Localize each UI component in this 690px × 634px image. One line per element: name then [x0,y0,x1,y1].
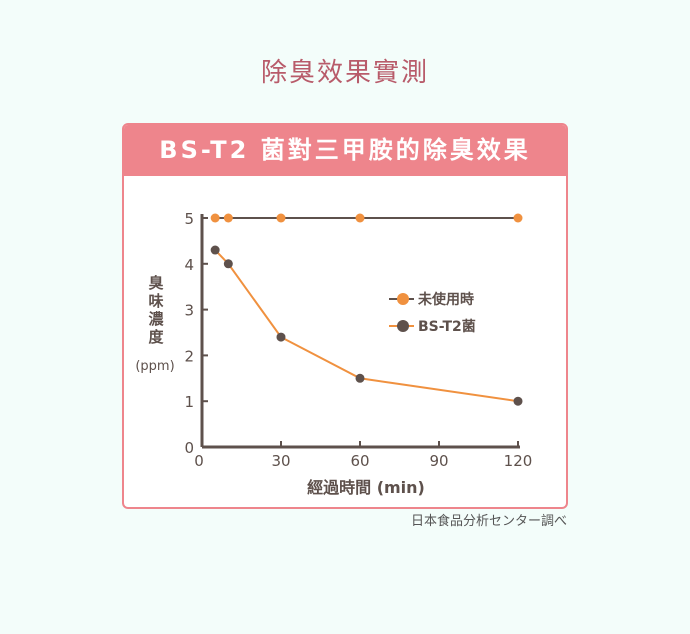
y-tick-label: 5 [184,210,194,228]
y-tick-label: 4 [184,256,194,274]
legend: 未使用時 BS-T2菌 [389,291,476,335]
x-tick-label: 90 [429,452,448,470]
data-point [513,396,523,406]
chart-title: BS-T2 菌對三甲胺的除臭效果 [124,125,566,176]
y-tick-label: 3 [184,302,194,320]
axes: 0 1 2 3 4 5 0 30 60 90 120 [184,210,532,470]
legend-marker [397,320,409,332]
y-tick-label: 1 [184,393,194,411]
data-point [355,213,365,223]
x-axis-label: 經過時間 (min) [307,478,425,497]
x-tick-label: 60 [350,452,369,470]
legend-marker [397,293,409,305]
x-tick-label: 120 [504,452,533,470]
legend-label: BS-T2菌 [418,318,476,335]
y-axis-label: 臭味濃度 [148,274,164,346]
data-point [223,213,233,223]
x-tick-label: 0 [194,452,204,470]
x-tick-label: 30 [271,452,290,470]
page-title: 除臭效果實測 [260,58,429,88]
data-point [210,245,220,255]
data-point [355,373,365,383]
series-group [210,213,523,406]
data-point [276,332,286,342]
data-point [223,259,233,269]
data-point [210,213,220,223]
data-point [276,213,286,223]
y-axis-unit: (ppm) [135,359,174,374]
source-note: 日本食品分析センター調べ [410,514,567,529]
y-tick-label: 0 [184,439,194,457]
y-tick-label: 2 [184,347,194,365]
data-point [513,213,523,223]
axis-labels: (ppm) 經過時間 (min) [135,359,425,497]
legend-label: 未使用時 [418,291,474,308]
chart-card: BS-T2 菌對三甲胺的除臭效果 [122,123,568,509]
